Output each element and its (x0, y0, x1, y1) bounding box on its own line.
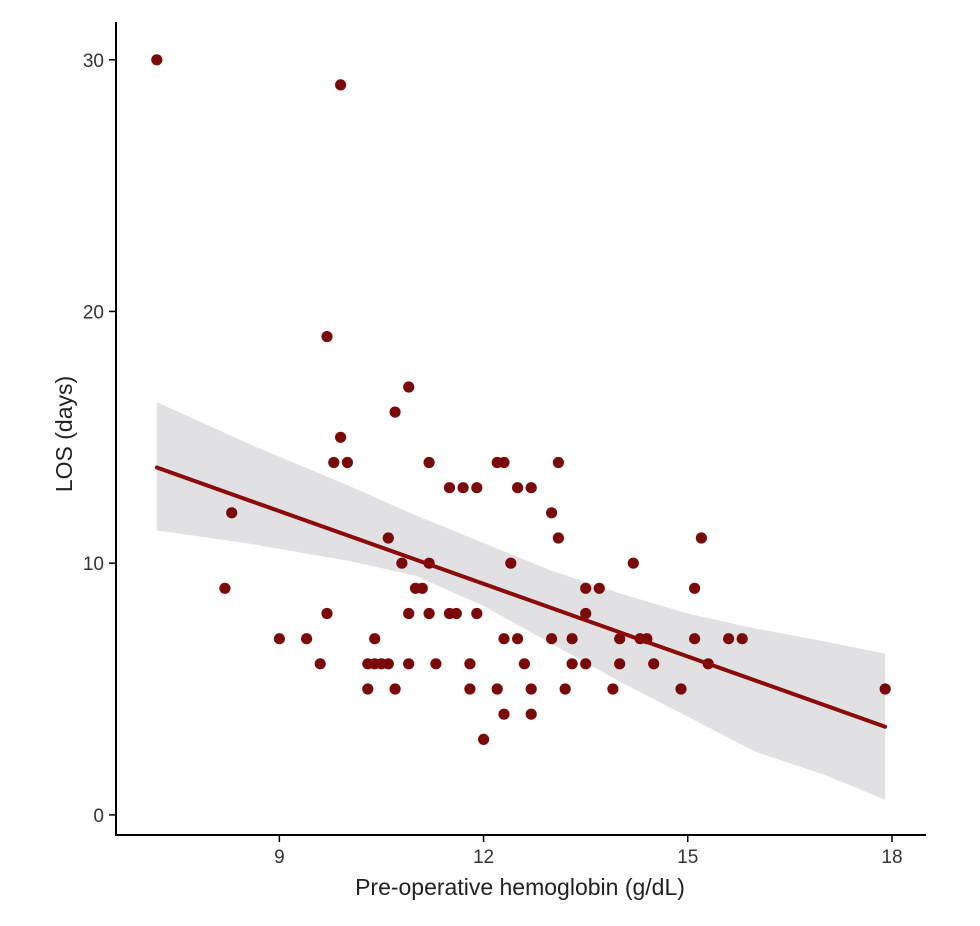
data-point (689, 582, 701, 594)
data-point (511, 482, 524, 494)
data-point (471, 607, 483, 620)
y-axis-title: LOS (days) (51, 376, 77, 492)
data-point (593, 582, 605, 594)
data-point (389, 406, 401, 418)
data-point (546, 633, 558, 645)
data-point (552, 456, 565, 469)
data-point (498, 708, 510, 720)
data-point (525, 683, 537, 695)
data-point (403, 607, 415, 620)
x-tick-label: 18 (881, 847, 902, 868)
data-point (321, 607, 333, 620)
data-point (525, 482, 537, 494)
data-point (464, 683, 476, 695)
data-point (736, 633, 748, 645)
data-point (689, 633, 701, 645)
data-point (335, 79, 347, 91)
data-point (511, 633, 524, 645)
y-tick-label: 10 (83, 554, 104, 575)
data-point (498, 456, 510, 469)
data-point (301, 633, 313, 645)
data-point (607, 683, 619, 695)
data-point (566, 658, 578, 670)
x-axis-title: Pre-operative hemoglobin (g/dL) (355, 874, 685, 900)
data-point (430, 658, 442, 670)
data-point (614, 658, 626, 670)
data-point (505, 557, 517, 569)
x-tick-label: 15 (677, 847, 698, 868)
data-point (580, 582, 592, 594)
data-point (614, 633, 626, 645)
data-point (328, 456, 340, 469)
data-point (675, 683, 687, 695)
data-point (396, 557, 408, 569)
data-point (362, 683, 374, 695)
data-point (552, 532, 565, 544)
data-point (226, 507, 238, 519)
y-tick-label: 20 (83, 302, 104, 323)
data-point (450, 607, 462, 620)
data-point (464, 658, 476, 670)
data-point (518, 658, 531, 670)
data-point (478, 733, 490, 746)
data-point (382, 658, 394, 670)
y-tick-label: 30 (83, 51, 104, 72)
data-point (341, 456, 353, 469)
data-point (335, 431, 347, 443)
data-point (403, 381, 415, 393)
data-point (321, 331, 333, 343)
data-point (151, 54, 163, 66)
axes: 9 12 15 18 0 10 20 30 (83, 22, 926, 868)
confidence-band (156, 402, 886, 800)
x-tick-label: 12 (473, 847, 494, 868)
data-point (695, 532, 708, 544)
data-point (723, 633, 735, 645)
data-point (423, 456, 435, 469)
data-point (491, 683, 503, 695)
data-point (219, 582, 231, 594)
data-point (403, 658, 415, 670)
data-point (369, 633, 381, 645)
y-tick-label: 0 (93, 806, 104, 827)
data-point (498, 633, 510, 645)
plot-area (151, 54, 891, 800)
data-point (382, 532, 394, 544)
data-point (566, 633, 578, 645)
data-point (627, 557, 639, 569)
data-point (416, 582, 428, 594)
data-point (559, 683, 571, 695)
data-point (314, 658, 326, 670)
data-point (546, 507, 558, 519)
data-point (648, 658, 660, 670)
regression-line (154, 465, 888, 729)
x-tick-label: 9 (274, 847, 285, 868)
data-point (471, 482, 483, 494)
data-point (879, 683, 891, 695)
data-point (423, 607, 435, 620)
data-point (457, 482, 469, 494)
data-point (389, 683, 401, 695)
data-point (443, 482, 456, 494)
data-point (580, 658, 592, 670)
data-point (580, 607, 592, 620)
data-point (273, 633, 285, 645)
data-point (525, 708, 537, 720)
